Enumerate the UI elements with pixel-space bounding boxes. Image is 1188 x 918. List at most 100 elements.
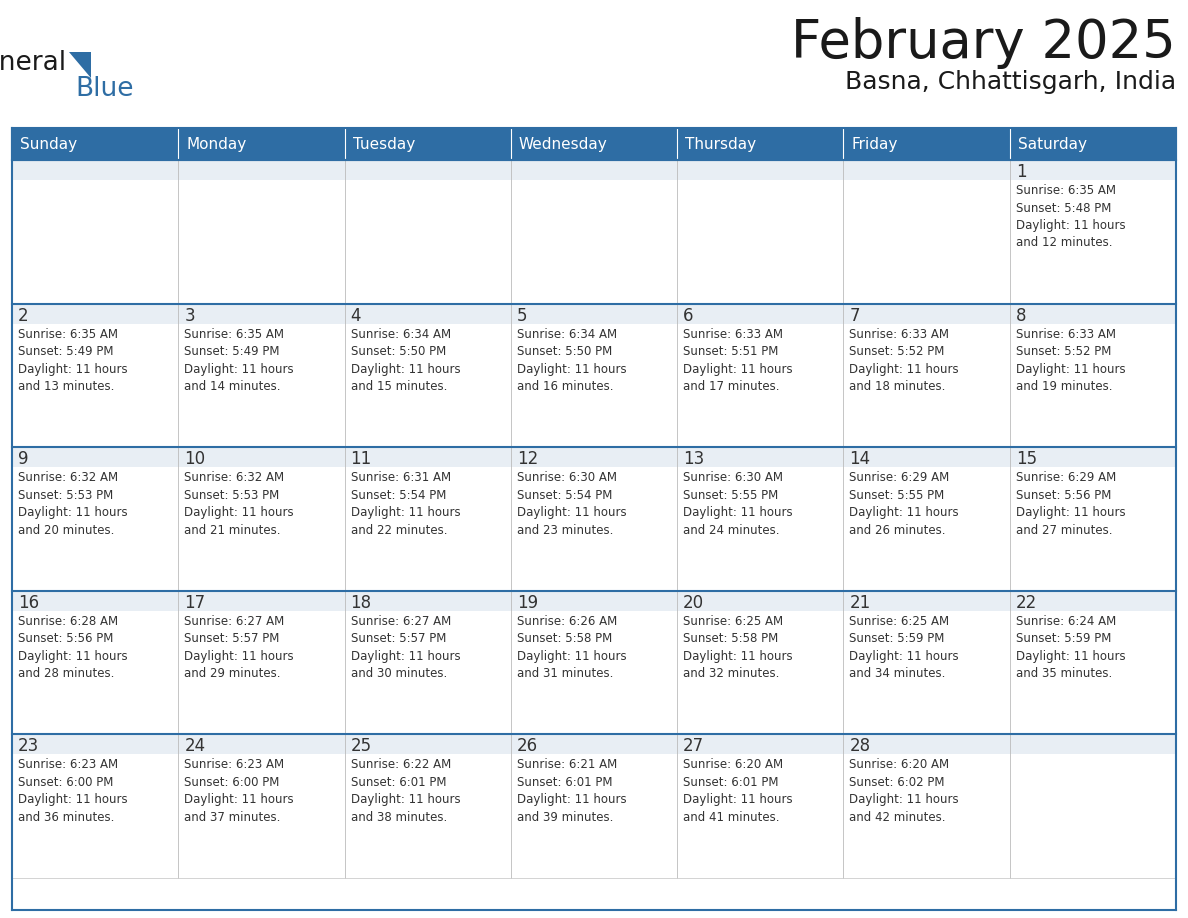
Bar xyxy=(677,447,843,467)
Text: 25: 25 xyxy=(350,737,372,756)
Bar xyxy=(1010,610,1176,734)
Bar xyxy=(12,467,178,591)
Bar xyxy=(511,591,677,610)
Text: Sunrise: 6:33 AM
Sunset: 5:51 PM
Daylight: 11 hours
and 17 minutes.: Sunrise: 6:33 AM Sunset: 5:51 PM Dayligh… xyxy=(683,328,792,393)
Bar xyxy=(843,755,1010,878)
Bar xyxy=(345,734,511,755)
Text: 23: 23 xyxy=(18,737,39,756)
Text: 19: 19 xyxy=(517,594,538,611)
Bar xyxy=(178,180,345,304)
Text: 17: 17 xyxy=(184,594,206,611)
Bar xyxy=(1010,180,1176,304)
Text: 26: 26 xyxy=(517,737,538,756)
Bar xyxy=(843,610,1010,734)
Bar xyxy=(12,128,178,160)
Bar xyxy=(677,324,843,447)
Text: 20: 20 xyxy=(683,594,704,611)
Text: Basna, Chhattisgarh, India: Basna, Chhattisgarh, India xyxy=(845,70,1176,94)
Bar xyxy=(178,610,345,734)
Bar xyxy=(178,304,345,324)
Text: Sunrise: 6:33 AM
Sunset: 5:52 PM
Daylight: 11 hours
and 19 minutes.: Sunrise: 6:33 AM Sunset: 5:52 PM Dayligh… xyxy=(1016,328,1125,393)
Text: 21: 21 xyxy=(849,594,871,611)
Bar xyxy=(345,447,511,467)
Text: February 2025: February 2025 xyxy=(791,17,1176,69)
Bar xyxy=(677,128,843,160)
Text: 28: 28 xyxy=(849,737,871,756)
Bar xyxy=(511,755,677,878)
Bar xyxy=(345,180,511,304)
Text: Sunrise: 6:23 AM
Sunset: 6:00 PM
Daylight: 11 hours
and 36 minutes.: Sunrise: 6:23 AM Sunset: 6:00 PM Dayligh… xyxy=(18,758,127,823)
Bar xyxy=(345,591,511,610)
Bar xyxy=(1010,324,1176,447)
Bar xyxy=(345,160,511,180)
Text: Sunrise: 6:27 AM
Sunset: 5:57 PM
Daylight: 11 hours
and 30 minutes.: Sunrise: 6:27 AM Sunset: 5:57 PM Dayligh… xyxy=(350,615,460,680)
Text: Sunrise: 6:24 AM
Sunset: 5:59 PM
Daylight: 11 hours
and 35 minutes.: Sunrise: 6:24 AM Sunset: 5:59 PM Dayligh… xyxy=(1016,615,1125,680)
Bar xyxy=(511,160,677,180)
Bar xyxy=(511,467,677,591)
Text: Thursday: Thursday xyxy=(685,137,757,151)
Text: Sunrise: 6:31 AM
Sunset: 5:54 PM
Daylight: 11 hours
and 22 minutes.: Sunrise: 6:31 AM Sunset: 5:54 PM Dayligh… xyxy=(350,471,460,537)
Text: Saturday: Saturday xyxy=(1018,137,1087,151)
Text: 1: 1 xyxy=(1016,163,1026,181)
Text: Sunrise: 6:35 AM
Sunset: 5:49 PM
Daylight: 11 hours
and 13 minutes.: Sunrise: 6:35 AM Sunset: 5:49 PM Dayligh… xyxy=(18,328,127,393)
Text: Sunrise: 6:22 AM
Sunset: 6:01 PM
Daylight: 11 hours
and 38 minutes.: Sunrise: 6:22 AM Sunset: 6:01 PM Dayligh… xyxy=(350,758,460,823)
Bar xyxy=(178,755,345,878)
Bar xyxy=(511,304,677,324)
Bar xyxy=(178,324,345,447)
Text: 11: 11 xyxy=(350,450,372,468)
Bar xyxy=(12,304,178,324)
Bar xyxy=(178,128,345,160)
Text: 18: 18 xyxy=(350,594,372,611)
Bar xyxy=(677,467,843,591)
Bar xyxy=(1010,755,1176,878)
Bar xyxy=(511,610,677,734)
Bar xyxy=(511,734,677,755)
Bar xyxy=(345,128,511,160)
Text: Sunrise: 6:34 AM
Sunset: 5:50 PM
Daylight: 11 hours
and 16 minutes.: Sunrise: 6:34 AM Sunset: 5:50 PM Dayligh… xyxy=(517,328,626,393)
Text: 2: 2 xyxy=(18,307,29,325)
Bar xyxy=(178,734,345,755)
Text: Sunrise: 6:21 AM
Sunset: 6:01 PM
Daylight: 11 hours
and 39 minutes.: Sunrise: 6:21 AM Sunset: 6:01 PM Dayligh… xyxy=(517,758,626,823)
Bar xyxy=(511,324,677,447)
Bar xyxy=(345,755,511,878)
Bar xyxy=(843,128,1010,160)
Text: Sunrise: 6:29 AM
Sunset: 5:56 PM
Daylight: 11 hours
and 27 minutes.: Sunrise: 6:29 AM Sunset: 5:56 PM Dayligh… xyxy=(1016,471,1125,537)
Text: Sunrise: 6:33 AM
Sunset: 5:52 PM
Daylight: 11 hours
and 18 minutes.: Sunrise: 6:33 AM Sunset: 5:52 PM Dayligh… xyxy=(849,328,959,393)
Text: Sunrise: 6:32 AM
Sunset: 5:53 PM
Daylight: 11 hours
and 20 minutes.: Sunrise: 6:32 AM Sunset: 5:53 PM Dayligh… xyxy=(18,471,127,537)
Bar xyxy=(843,734,1010,755)
Bar xyxy=(677,591,843,610)
Text: 24: 24 xyxy=(184,737,206,756)
Bar xyxy=(677,180,843,304)
Bar xyxy=(677,755,843,878)
Bar xyxy=(12,734,178,755)
Bar xyxy=(1010,447,1176,467)
Bar xyxy=(843,591,1010,610)
Text: Sunrise: 6:34 AM
Sunset: 5:50 PM
Daylight: 11 hours
and 15 minutes.: Sunrise: 6:34 AM Sunset: 5:50 PM Dayligh… xyxy=(350,328,460,393)
Text: Sunrise: 6:30 AM
Sunset: 5:55 PM
Daylight: 11 hours
and 24 minutes.: Sunrise: 6:30 AM Sunset: 5:55 PM Dayligh… xyxy=(683,471,792,537)
Text: 7: 7 xyxy=(849,307,860,325)
Text: Blue: Blue xyxy=(75,76,133,102)
Text: Sunrise: 6:35 AM
Sunset: 5:48 PM
Daylight: 11 hours
and 12 minutes.: Sunrise: 6:35 AM Sunset: 5:48 PM Dayligh… xyxy=(1016,184,1125,250)
Bar xyxy=(677,734,843,755)
Bar xyxy=(12,128,1176,160)
Text: 15: 15 xyxy=(1016,450,1037,468)
Bar xyxy=(345,304,511,324)
Bar xyxy=(12,180,178,304)
Bar xyxy=(345,324,511,447)
Text: 27: 27 xyxy=(683,737,704,756)
Text: Sunrise: 6:20 AM
Sunset: 6:01 PM
Daylight: 11 hours
and 41 minutes.: Sunrise: 6:20 AM Sunset: 6:01 PM Dayligh… xyxy=(683,758,792,823)
Text: Wednesday: Wednesday xyxy=(519,137,607,151)
Bar xyxy=(843,160,1010,180)
Bar xyxy=(12,160,178,180)
Bar xyxy=(178,160,345,180)
Text: Sunrise: 6:26 AM
Sunset: 5:58 PM
Daylight: 11 hours
and 31 minutes.: Sunrise: 6:26 AM Sunset: 5:58 PM Dayligh… xyxy=(517,615,626,680)
Bar xyxy=(843,467,1010,591)
Text: Sunrise: 6:30 AM
Sunset: 5:54 PM
Daylight: 11 hours
and 23 minutes.: Sunrise: 6:30 AM Sunset: 5:54 PM Dayligh… xyxy=(517,471,626,537)
Bar xyxy=(12,447,178,467)
Bar xyxy=(1010,591,1176,610)
Bar xyxy=(677,610,843,734)
Text: 22: 22 xyxy=(1016,594,1037,611)
Bar xyxy=(511,447,677,467)
Text: 5: 5 xyxy=(517,307,527,325)
Bar xyxy=(178,591,345,610)
